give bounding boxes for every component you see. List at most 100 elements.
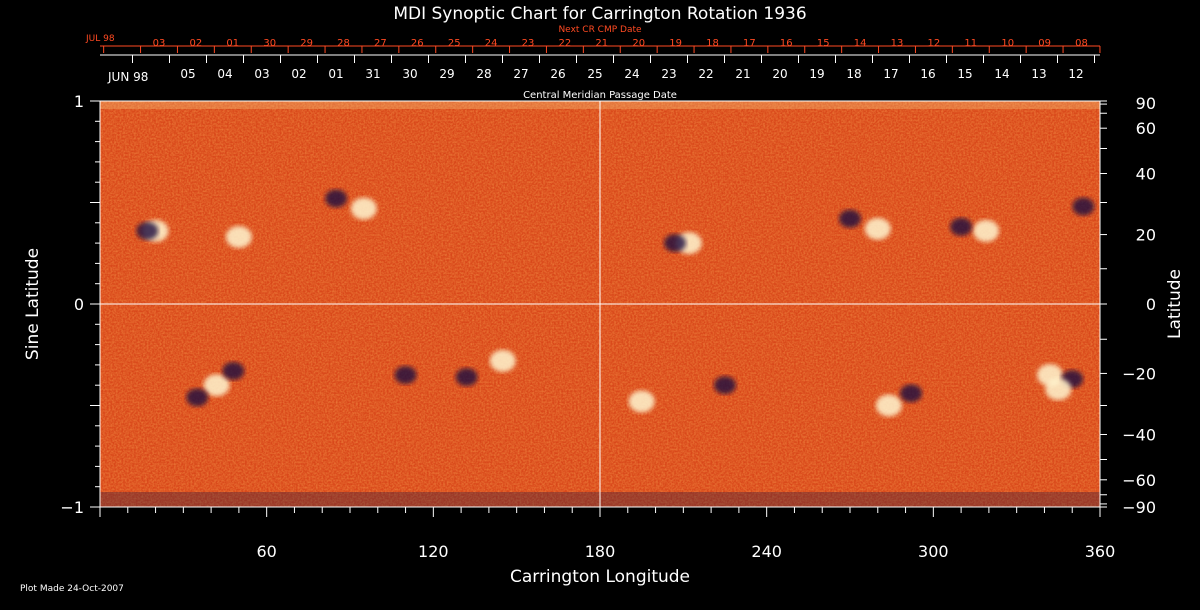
cmp-date-label: 12 xyxy=(1068,67,1083,81)
next-cmp-axis-label: Next CR CMP Date xyxy=(558,25,642,35)
negative-region xyxy=(664,234,686,253)
negative-region xyxy=(839,209,861,228)
x-tick-label: 240 xyxy=(751,542,782,561)
y-tick-label-right: −60 xyxy=(1122,471,1156,490)
cmp-date-label: 19 xyxy=(809,67,824,81)
x-tick-label: 300 xyxy=(918,542,949,561)
negative-region xyxy=(394,366,417,385)
cmp-date-label: 04 xyxy=(217,67,232,81)
negative-region xyxy=(136,221,159,240)
positive-region xyxy=(628,390,655,413)
negative-region xyxy=(325,189,348,208)
next-cmp-date-label: 28 xyxy=(337,38,350,49)
chart-title: MDI Synoptic Chart for Carrington Rotati… xyxy=(393,4,806,24)
y-tick-label-right: −90 xyxy=(1122,498,1156,517)
cmp-date-axis: 05 04 03 02 01 31 30 29 28 27 26 25 24 23 22 21 20 19 18 17… xyxy=(100,54,1100,81)
y-tick-label-right: 0 xyxy=(1146,295,1156,314)
x-axis-label: Carrington Longitude xyxy=(510,567,690,587)
next-cmp-date-label: 01 xyxy=(226,38,239,49)
cmp-date-label: 22 xyxy=(698,67,713,81)
cmp-date-label: 03 xyxy=(254,67,269,81)
x-tick-label: 60 xyxy=(256,542,276,561)
next-cmp-date-label: 14 xyxy=(854,38,867,49)
next-cmp-date-label: 13 xyxy=(891,38,904,49)
y-tick-label-right: 60 xyxy=(1136,119,1156,138)
x-tick-label: 360 xyxy=(1085,542,1116,561)
cmp-date-label: 27 xyxy=(513,67,528,81)
positive-region xyxy=(973,219,1000,242)
y-tick-label-right: 40 xyxy=(1136,165,1156,184)
y-axis-left: 1 0 −1 xyxy=(60,92,100,517)
next-cmp-date-label: 29 xyxy=(300,38,313,49)
cmp-date-label: 13 xyxy=(1031,67,1046,81)
active-regions xyxy=(136,189,1095,417)
next-cmp-date-label: 02 xyxy=(190,38,203,49)
next-cmp-date-label: 21 xyxy=(595,38,608,49)
next-cmp-month-label: JUL 98 xyxy=(85,34,115,44)
next-cmp-date-label: 23 xyxy=(522,38,535,49)
plot-made-label: Plot Made 24-Oct-2007 xyxy=(20,584,124,594)
cmp-date-label: 24 xyxy=(624,67,639,81)
next-cmp-date-label: 30 xyxy=(263,38,276,49)
positive-region xyxy=(350,197,377,220)
y-tick-label-right: −20 xyxy=(1122,364,1156,383)
next-cmp-date-label: 19 xyxy=(669,38,682,49)
cmp-date-label: 20 xyxy=(772,67,787,81)
next-cmp-date-label: 11 xyxy=(964,38,977,49)
cmp-month-label: JUN 98 xyxy=(107,70,148,84)
next-cmp-date-label: 15 xyxy=(817,38,830,49)
next-cmp-date-label: 18 xyxy=(706,38,719,49)
negative-region xyxy=(950,217,973,236)
next-cmp-date-label: 22 xyxy=(559,38,572,49)
cmp-date-label: 25 xyxy=(587,67,602,81)
positive-region xyxy=(864,217,891,240)
cmp-date-label: 23 xyxy=(661,67,676,81)
x-tick-label: 120 xyxy=(418,542,449,561)
cmp-date-label: 31 xyxy=(365,67,380,81)
next-cmp-date-axis: 03 02 01 30 29 28 27 26 25 24 23 22 21 20 19 18 17 16 15 14… xyxy=(100,38,1101,53)
next-cmp-date-label: 16 xyxy=(780,38,793,49)
positive-region xyxy=(875,394,902,417)
y-tick-label-left: 0 xyxy=(74,295,84,314)
cmp-axis-label: Central Meridian Passage Date xyxy=(523,90,677,101)
y-axis-right: 90 60 40 20 0 −20 −40 −60 −90 xyxy=(1100,94,1156,517)
next-cmp-date-label: 20 xyxy=(632,38,645,49)
negative-region xyxy=(186,388,209,407)
next-cmp-date-label: 12 xyxy=(928,38,941,49)
next-cmp-date-label: 10 xyxy=(1001,38,1014,49)
next-cmp-date-label: 03 xyxy=(153,38,166,49)
y-tick-label-left: 1 xyxy=(74,92,84,111)
negative-region xyxy=(455,368,478,387)
cmp-date-label: 02 xyxy=(291,67,306,81)
next-cmp-date-label: 09 xyxy=(1038,38,1051,49)
cmp-date-label: 26 xyxy=(550,67,565,81)
cmp-date-label: 18 xyxy=(846,67,861,81)
cmp-date-label: 14 xyxy=(994,67,1009,81)
y-tick-label-right: 90 xyxy=(1136,94,1156,113)
next-cmp-date-label: 08 xyxy=(1075,38,1088,49)
x-tick-label: 180 xyxy=(585,542,616,561)
y-tick-label-right: 20 xyxy=(1136,226,1156,245)
positive-region xyxy=(1045,378,1072,401)
x-axis: 60 120 180 240 300 360 xyxy=(99,507,1116,561)
positive-region xyxy=(225,226,252,249)
y-axis-label-right: Latitude xyxy=(1165,269,1185,339)
cmp-date-label: 05 xyxy=(180,67,195,81)
y-tick-label-left: −1 xyxy=(60,498,84,517)
next-cmp-date-label: 24 xyxy=(485,38,498,49)
y-tick-label-right: −40 xyxy=(1122,425,1156,444)
next-cmp-date-label: 27 xyxy=(374,38,387,49)
negative-region xyxy=(1072,197,1095,216)
cmp-date-label: 17 xyxy=(883,67,898,81)
negative-region xyxy=(900,384,923,403)
next-cmp-date-label: 17 xyxy=(743,38,756,49)
cmp-date-label: 30 xyxy=(402,67,417,81)
y-axis-label-left: Sine Latitude xyxy=(23,248,43,360)
cmp-date-label: 15 xyxy=(957,67,972,81)
negative-region xyxy=(222,361,245,380)
next-cmp-date-label: 26 xyxy=(411,38,424,49)
cmp-date-label: 16 xyxy=(920,67,935,81)
cmp-date-label: 21 xyxy=(735,67,750,81)
cmp-date-label: 29 xyxy=(439,67,454,81)
